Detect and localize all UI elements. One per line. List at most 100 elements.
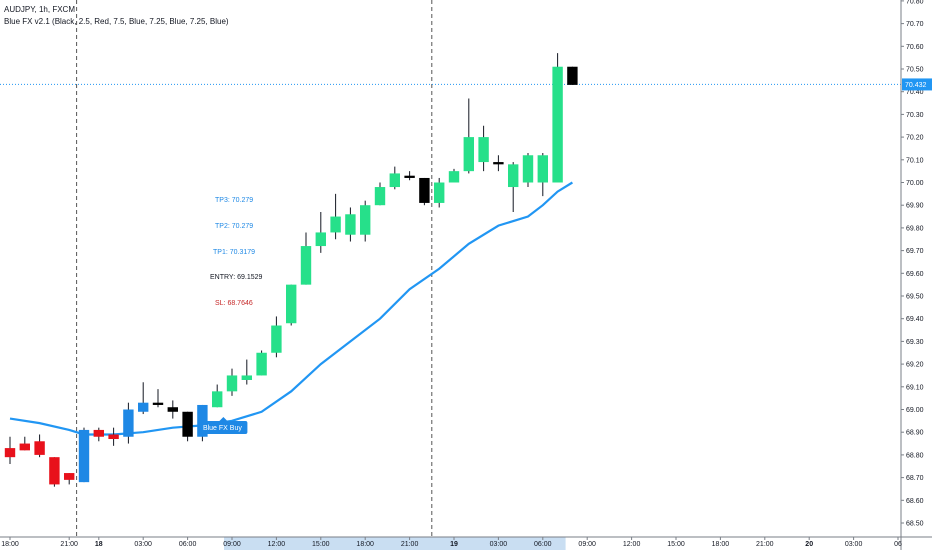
candle-body	[360, 205, 371, 235]
x-tick-label: 18:00	[1, 541, 19, 548]
chart-symbol-title: AUDJPY, 1h, FXCM	[4, 5, 75, 14]
candle-body	[49, 457, 60, 485]
candle-body	[478, 137, 489, 163]
candle	[241, 359, 252, 385]
candle-body	[182, 411, 193, 437]
candle	[138, 382, 149, 415]
candle	[508, 162, 519, 213]
x-tick-label: 15:00	[667, 541, 685, 548]
candle	[448, 168, 460, 183]
y-tick-label: 70.00	[906, 180, 924, 187]
y-tick-label: 70.30	[906, 112, 924, 119]
x-tick-label: 09:00	[223, 541, 241, 548]
candle	[478, 125, 489, 172]
y-tick-label: 69.20	[906, 362, 924, 369]
candle-body	[345, 214, 356, 235]
candle	[78, 427, 90, 483]
current-price-label: 70.432	[905, 82, 927, 89]
x-tick-label: 03:00	[490, 541, 508, 548]
candle	[64, 473, 75, 485]
x-tick-label: 18:00	[356, 541, 374, 548]
candle-body	[256, 352, 267, 376]
y-tick-label: 69.00	[906, 407, 924, 414]
entry-label: ENTRY: 69.1529	[210, 274, 263, 281]
candle	[493, 155, 504, 172]
candle-body	[123, 409, 134, 437]
y-tick-label: 68.70	[906, 475, 924, 482]
candle	[182, 411, 193, 442]
tp2-label: TP2: 70.279	[215, 223, 254, 230]
candle-body	[315, 232, 326, 247]
y-tick-label: 69.30	[906, 339, 924, 346]
candle	[4, 436, 16, 464]
x-tick-label: 12:00	[623, 541, 641, 548]
candle-body	[463, 137, 474, 172]
y-tick-label: 70.20	[906, 135, 924, 142]
candle-body	[508, 164, 519, 188]
candle	[212, 384, 223, 408]
candle-body	[64, 473, 75, 480]
x-tick-label: 18	[95, 541, 103, 548]
x-tick-label: 20	[805, 541, 813, 548]
current-price-badge	[902, 78, 932, 91]
candle	[360, 200, 371, 242]
y-tick-label: 69.10	[906, 384, 924, 391]
candle	[226, 368, 238, 396]
candle-body	[78, 429, 90, 483]
candle-body	[389, 173, 400, 188]
candle-body	[537, 155, 548, 183]
y-tick-label: 70.40	[906, 89, 924, 96]
candle	[404, 171, 415, 181]
candle	[300, 232, 312, 285]
y-tick-label: 70.10	[906, 157, 924, 164]
x-tick-label: 18:00	[712, 541, 730, 548]
x-tick-label: 15:00	[312, 541, 330, 548]
x-tick-label: 19	[450, 541, 458, 548]
x-tick-label: 06:00	[534, 541, 552, 548]
y-tick-label: 69.40	[906, 316, 924, 323]
x-tick-label: 06	[894, 541, 902, 548]
y-tick-label: 69.90	[906, 203, 924, 210]
y-tick-label: 68.80	[906, 452, 924, 459]
candle	[389, 166, 400, 190]
x-tick-label: 21:00	[756, 541, 774, 548]
candle-body	[167, 407, 178, 412]
y-tick-label: 69.60	[906, 271, 924, 278]
y-tick-label: 68.60	[906, 498, 924, 505]
candle-body	[108, 434, 119, 440]
candle-body	[330, 216, 341, 233]
candle-body	[448, 171, 460, 183]
candle-body	[404, 175, 415, 178]
candle	[522, 152, 534, 188]
candle	[152, 389, 164, 408]
candle-body	[300, 246, 312, 285]
candle	[49, 457, 60, 487]
indicator-legend: Blue FX v2.1 (Black, 2.5, Red, 7.5, Blue…	[4, 17, 229, 26]
x-tick-label: 12:00	[268, 541, 286, 548]
y-tick-label: 69.70	[906, 248, 924, 255]
candle-body	[271, 325, 282, 353]
candle	[286, 284, 297, 326]
candle-body	[419, 177, 430, 203]
x-tick-label: 03:00	[134, 541, 152, 548]
candle-body	[212, 391, 223, 408]
x-axis-highlight	[224, 537, 566, 550]
candle-body	[4, 448, 16, 458]
candle-body	[197, 404, 208, 437]
candle	[345, 207, 356, 242]
candle	[123, 402, 134, 444]
y-tick-label: 70.70	[906, 21, 924, 28]
candle	[108, 427, 119, 446]
sl-label: SL: 68.7646	[215, 300, 253, 307]
y-tick-label: 68.90	[906, 430, 924, 437]
buy-signal-badge	[199, 417, 248, 435]
candle-body	[286, 284, 297, 324]
candle	[374, 182, 386, 206]
candle-body	[434, 182, 445, 203]
candle	[552, 53, 563, 183]
candle-body	[493, 162, 504, 165]
candle	[330, 193, 341, 240]
tp3-label: TP3: 70.279	[215, 197, 254, 204]
y-tick-label: 69.50	[906, 294, 924, 301]
